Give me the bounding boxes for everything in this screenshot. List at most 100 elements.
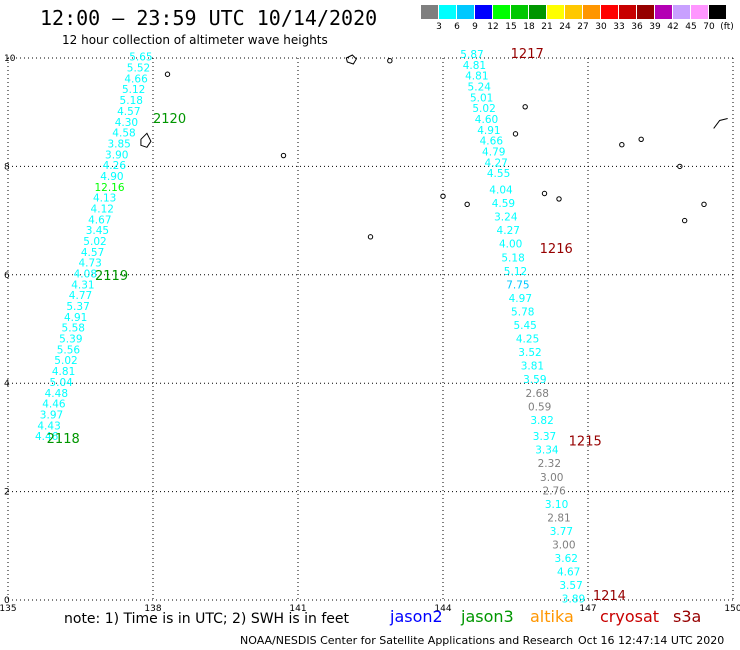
swh-value: 3.82 [530,415,553,427]
swh-value: 4.46 [35,431,59,443]
swh-value: 5.87 [460,49,483,61]
swh-value: 5.24 [468,82,492,94]
island-outline [701,201,707,208]
legend-jason3: jason3 [461,607,514,626]
swh-value: 4.30 [115,117,138,129]
lat-tick-label: 0 [4,596,10,606]
swh-value: 5.18 [501,252,524,264]
legend-swatch [601,5,618,19]
pass-time-label: 2118 [47,432,80,447]
island-outline [387,58,393,64]
swh-value: 4.57 [81,247,104,259]
swh-value: 4.90 [100,171,123,183]
island-outline [440,193,446,199]
credit-text: NOAA/NESDIS Center for Satellite Applica… [240,634,574,647]
swh-value: 3.81 [521,361,544,373]
lon-tick-label: 135 [0,604,17,614]
legend-swatch [691,5,708,19]
swh-value: 3.57 [559,580,582,592]
island-outline [677,163,683,170]
swh-value: 4.73 [78,258,101,270]
pass-time-label: 1216 [540,242,573,257]
swh-value: 3.10 [545,499,568,511]
page-subtitle: 12 hour collection of altimeter wave hei… [62,33,328,47]
swh-value: 5.45 [513,320,536,332]
legend-label: 27 [577,22,589,32]
swh-value: 5.01 [470,92,493,104]
swh-value: 12.16 [94,182,124,194]
island-outline [522,104,528,110]
legend-swatch [493,5,510,19]
swh-value: 3.90 [105,149,128,161]
swh-value: 5.02 [83,236,106,248]
legend-swatch [619,5,636,19]
swh-value: 4.27 [484,157,507,169]
legend-label: 18 [523,22,535,32]
swh-value: 4.97 [509,293,532,305]
legend-swatch [709,5,726,19]
legend-label: 33 [613,22,625,32]
legend-label: 15 [505,22,517,32]
swh-value: 4.67 [557,567,580,579]
swh-value: 5.18 [120,95,143,107]
swh-value: 5.04 [49,377,73,389]
swh-value: 4.55 [487,168,510,180]
legend-swatch [439,5,456,19]
legend-swatch [421,5,438,19]
swh-value: 3.62 [555,553,578,565]
lat-tick-label: 6 [4,271,10,281]
swh-value: 4.31 [71,279,94,291]
swh-value: 5.78 [511,306,534,318]
swh-value: 3.77 [550,526,573,538]
legend-label: (ft) [720,22,734,32]
lat-tick-label: 8 [4,162,10,172]
swh-value: 4.26 [103,160,127,172]
swh-value: 3.00 [552,540,575,552]
swh-value: 4.67 [88,214,111,226]
swh-value: 4.27 [497,225,520,237]
swh-value: 5.58 [62,323,85,335]
lat-tick-label: 10 [4,54,16,64]
swh-value: 2.81 [547,512,570,524]
swh-value: 3.85 [107,138,130,150]
swh-value: 5.65 [129,52,152,64]
pass-time-label: 2119 [95,269,128,284]
legend-cryosat: cryosat [600,607,660,626]
swh-value: 5.56 [57,344,81,356]
legend-swatch [655,5,672,19]
swh-value: 4.46 [42,399,66,411]
swh-value: 5.02 [54,355,77,367]
units-note: note: 1) Time is in UTC; 2) SWH is in fe… [64,611,350,627]
swh-value: 4.57 [117,106,140,118]
legend-label: 70 [703,22,715,32]
swh-value: 3.45 [86,225,109,237]
island-outline [713,117,728,129]
swh-value: 3.97 [40,409,63,421]
pass-time-label: 1214 [593,589,626,604]
swh-value: 5.12 [122,84,145,96]
island-outline [638,136,644,143]
lon-tick-label: 144 [434,604,451,614]
swh-value: 4.60 [475,114,498,126]
legend-swatch [475,5,492,19]
swh-value: 4.04 [489,185,513,197]
legend-label: 45 [685,22,697,32]
generated-timestamp: Oct 16 12:47:14 UTC 2020 [578,634,725,647]
swh-value: 4.43 [37,420,60,432]
island-outline [556,196,562,202]
swh-value: 4.91 [477,125,500,137]
swh-value: 3.89 [562,594,585,606]
island-outline [280,152,287,159]
swh-value: 4.81 [465,71,488,83]
lon-tick-label: 147 [579,604,596,614]
lon-tick-label: 141 [289,604,306,614]
legend-s3a: s3a [673,607,702,626]
swh-value: 4.77 [69,290,92,302]
legend-label: 36 [631,22,643,32]
island-outline [140,132,152,148]
swh-value: 2.68 [526,388,549,400]
legend-label: 21 [541,22,553,32]
legend-swatch [547,5,564,19]
legend-label: 3 [436,22,442,32]
swh-value: 3.00 [540,472,563,484]
